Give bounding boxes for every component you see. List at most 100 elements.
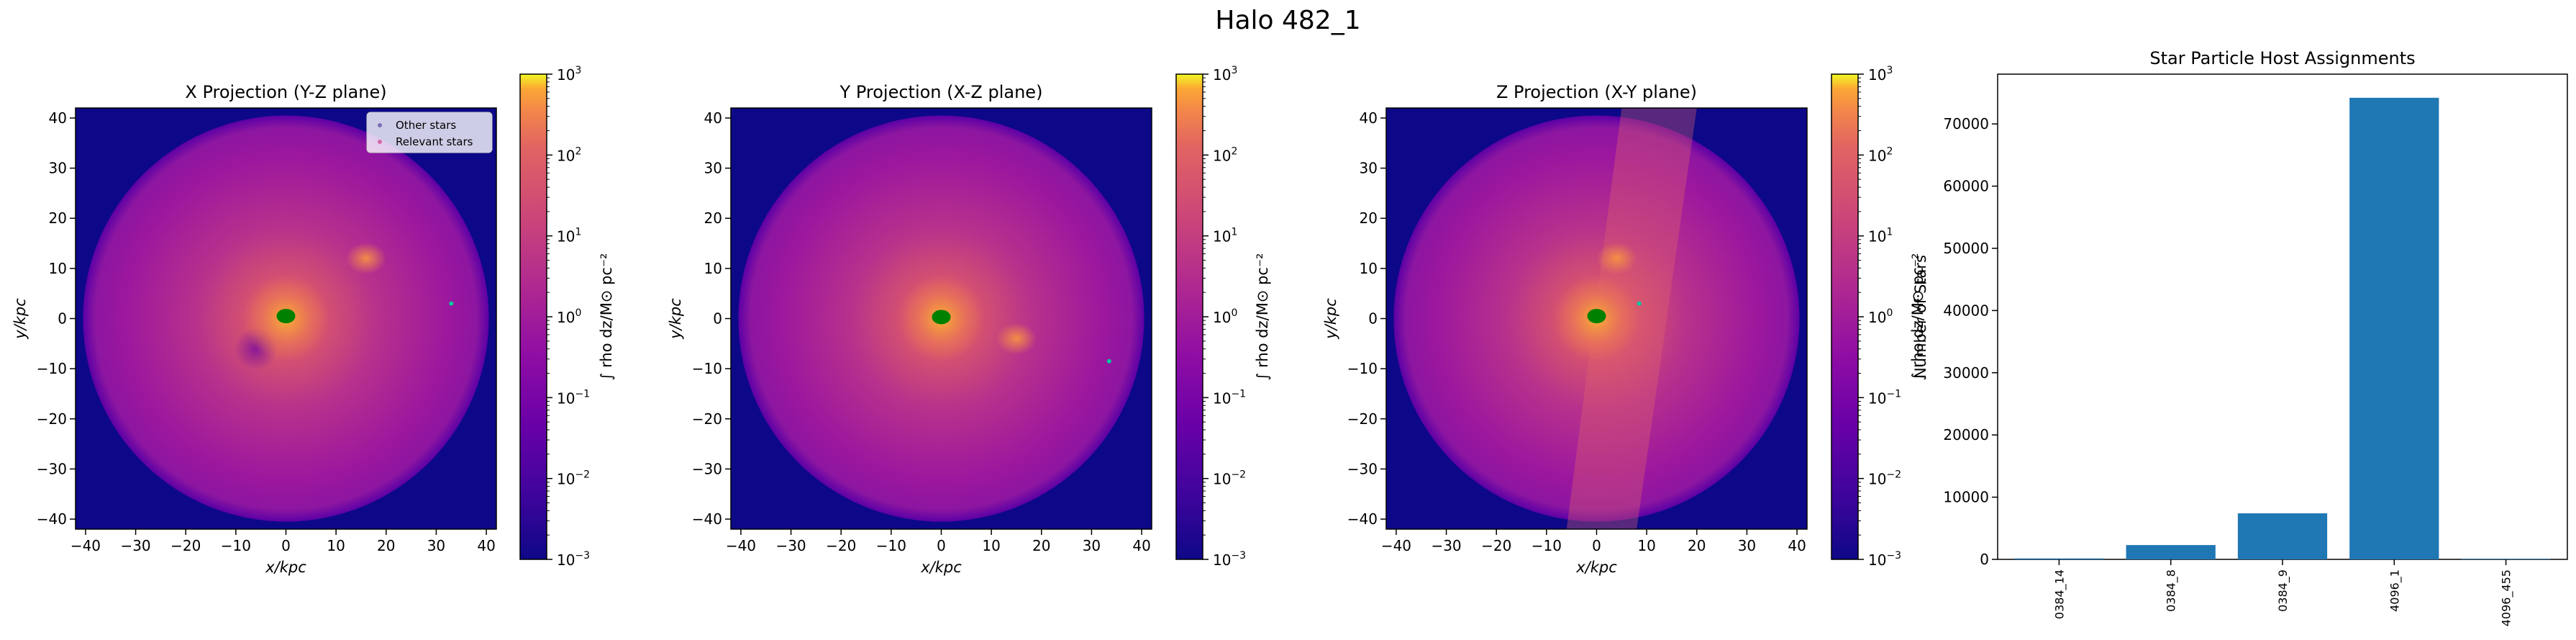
projection-image (1386, 108, 1807, 529)
colorbar-tick-label: 10−2 (1213, 469, 1246, 488)
other-star (1106, 359, 1111, 364)
x-tick-label: −40 (1381, 537, 1411, 554)
colorbar-tick-label: 101 (557, 227, 581, 245)
bar-4096_1 (2349, 97, 2439, 560)
colorbar-tick-label: 10−1 (1213, 388, 1246, 407)
colorbar-tick-label: 101 (1213, 227, 1237, 245)
bar-y-tick-label: 30000 (1943, 364, 1989, 382)
y-tick-label: −40 (692, 510, 722, 528)
bar-x-tick-label: 4096_455 (2500, 569, 2514, 626)
y-axis-label: y/kpc (12, 298, 29, 340)
colorbar-tick-label: 100 (557, 307, 581, 326)
x-tick-label: −40 (70, 537, 101, 554)
y-axis-label: y/kpc (1322, 298, 1339, 340)
y-tick-label: 20 (704, 209, 722, 227)
x-tick-label: 0 (1592, 537, 1601, 554)
y-tick-label: 10 (704, 260, 722, 277)
colorbar-tick-label: 10−3 (1868, 550, 1901, 569)
y-tick-label: 30 (49, 160, 67, 177)
x-tick-label: −30 (775, 537, 806, 554)
colorbar-tick-label: 103 (1868, 65, 1893, 84)
bar-x-tick-label: 0384_14 (2052, 569, 2067, 619)
legend-marker-relevant (378, 140, 382, 144)
colorbar-scale (519, 73, 547, 560)
other-star (1637, 301, 1642, 306)
y-tick-label: −30 (692, 460, 722, 477)
colorbar-label: ∫ rho dz/M⊙ pc⁻² (1909, 253, 1926, 381)
colorbar-tick-label: 103 (557, 65, 581, 84)
bar-x-tick-label: 0384_8 (2165, 569, 2179, 612)
y-tick-label: 0 (713, 310, 722, 328)
x-tick-label: −10 (1532, 537, 1562, 554)
gas-clump (345, 242, 386, 274)
y-tick-label: −20 (1347, 410, 1378, 428)
colorbar-tick-label: 10−2 (1868, 469, 1901, 488)
relevant-star-cluster (932, 310, 951, 325)
colorbar-tick-label: 103 (1213, 65, 1237, 84)
x-tick-label: −10 (876, 537, 906, 554)
y-tick-label: 0 (1368, 310, 1378, 328)
y-tick-label: 30 (704, 160, 722, 177)
bar-x-tick-label: 0384_9 (2276, 569, 2290, 612)
colorbar-label: ∫ rho dz/M⊙ pc⁻² (1254, 253, 1271, 381)
gas-clump (1596, 242, 1637, 274)
colorbar-3: 103 102 101 100 10−1 10−2 10−3 ∫ rho dz/M⊙ pc⁻² (1831, 65, 1926, 569)
bar-y-tick-label: 50000 (1943, 240, 1989, 257)
projection-panel-2: −40−40 −30 −30 −20 −20 −10 −10 0 0 10 10 20 20 30 30 40… (667, 82, 1152, 576)
legend-label-other: Other stars (396, 119, 456, 132)
x-tick-label: 30 (1738, 537, 1756, 554)
colorbar-tick-label: 100 (1868, 307, 1893, 326)
colorbar-tick-label: 10−3 (1213, 550, 1246, 569)
bar-chart: Star Particle Host Assignments Number of … (1912, 48, 2568, 626)
x-tick-label: −30 (120, 537, 150, 554)
y-tick-label: 20 (1360, 209, 1378, 227)
relevant-star-cluster (276, 309, 296, 324)
colorbar-1: 103 102 101 100 10−1 10−2 10−3 ∫ rho dz/M⊙ pc⁻² (519, 65, 615, 569)
x-tick-label: −40 (726, 537, 756, 554)
legend-label-relevant: Relevant stars (396, 135, 473, 148)
projection-title: Y Projection (X-Z plane) (839, 82, 1043, 102)
x-tick-label: −30 (1431, 537, 1461, 554)
colorbar-tick-label: 102 (1213, 145, 1237, 164)
colorbar-tick-label: 101 (1868, 227, 1893, 245)
y-tick-label: 30 (1360, 160, 1378, 177)
projection-image (76, 108, 496, 529)
x-axis-label: x/kpc (265, 559, 306, 576)
y-tick-label: −30 (37, 460, 67, 477)
legend: Other stars Relevant stars (366, 112, 493, 153)
colorbar-tick-label: 102 (1868, 145, 1893, 164)
other-star (449, 301, 454, 306)
x-tick-label: 30 (427, 537, 445, 554)
gas-clump (996, 323, 1037, 355)
x-tick-label: −20 (826, 537, 856, 554)
relevant-star-cluster (1587, 309, 1606, 324)
colorbar-tick-label: 100 (1213, 307, 1237, 326)
x-tick-label: 20 (1032, 537, 1050, 554)
legend-box (366, 112, 493, 153)
x-tick-label: 40 (1132, 537, 1150, 554)
y-tick-label: 40 (49, 109, 67, 127)
bar-chart-frame (1997, 73, 2568, 560)
y-tick-label: 40 (704, 109, 722, 127)
colorbar-tick-label: 10−1 (557, 388, 590, 407)
y-tick-label: −10 (692, 360, 722, 377)
projection-image (731, 108, 1152, 529)
y-tick-label: 20 (49, 209, 67, 227)
x-tick-label: 30 (1083, 537, 1101, 554)
x-tick-label: 40 (1788, 537, 1806, 554)
bar-0384_9 (2237, 513, 2328, 559)
projection-title: X Projection (Y-Z plane) (185, 82, 386, 102)
x-tick-label: 40 (477, 537, 495, 554)
x-tick-label: 20 (377, 537, 395, 554)
projection-panel-1: −40−40 −30 −30 −20 −20 −10 −10 0 0 10 10 20 20 30 30 40… (12, 82, 497, 576)
bar-y-tick-label: 70000 (1943, 115, 1989, 132)
x-axis-label: x/kpc (920, 559, 962, 576)
bar-x-tick-label: 4096_1 (2388, 569, 2402, 612)
bar-y-tick-label: 0 (1980, 551, 1989, 568)
colorbar-tick-label: 10−3 (557, 550, 590, 569)
figure-title: Halo 482_1 (1215, 6, 1361, 35)
bar-y-tick-label: 60000 (1943, 178, 1989, 195)
colorbar-label: ∫ rho dz/M⊙ pc⁻² (598, 253, 615, 381)
y-tick-label: 10 (49, 260, 67, 277)
